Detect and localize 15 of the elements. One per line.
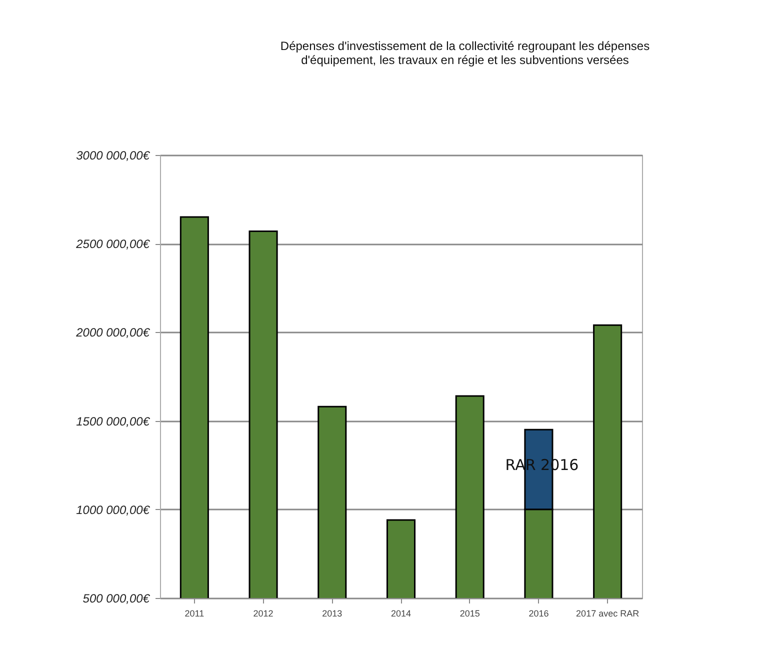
text: d'équipement, les travaux en régie et les subventions versées (301, 53, 629, 67)
x-tick-label: 2017 avec RAR (576, 608, 640, 618)
x-tick-label: 2014 (390, 608, 412, 618)
y-tick-label: 1000 000,00€ (76, 502, 151, 517)
y-tick-label: 2000 000,00€ (75, 326, 151, 340)
x-tick-label: 2013 (322, 608, 342, 618)
text: Dépenses d'investissement de la collectivité regroupant les dépenses (280, 39, 650, 53)
x-tick-label: 2015 (460, 608, 480, 618)
x-tick-label: 2016 (528, 608, 549, 618)
y-tick-label: 2500 000,00€ (75, 237, 151, 252)
y-tick-label: 500 000,00€ (82, 592, 151, 606)
y-tick-label: 1500 000,00€ (76, 414, 151, 428)
x-tick-label: 2012 (253, 608, 274, 618)
y-tick-label: 3000 000,00€ (76, 148, 151, 162)
x-tick-label: 2011 (184, 608, 204, 618)
